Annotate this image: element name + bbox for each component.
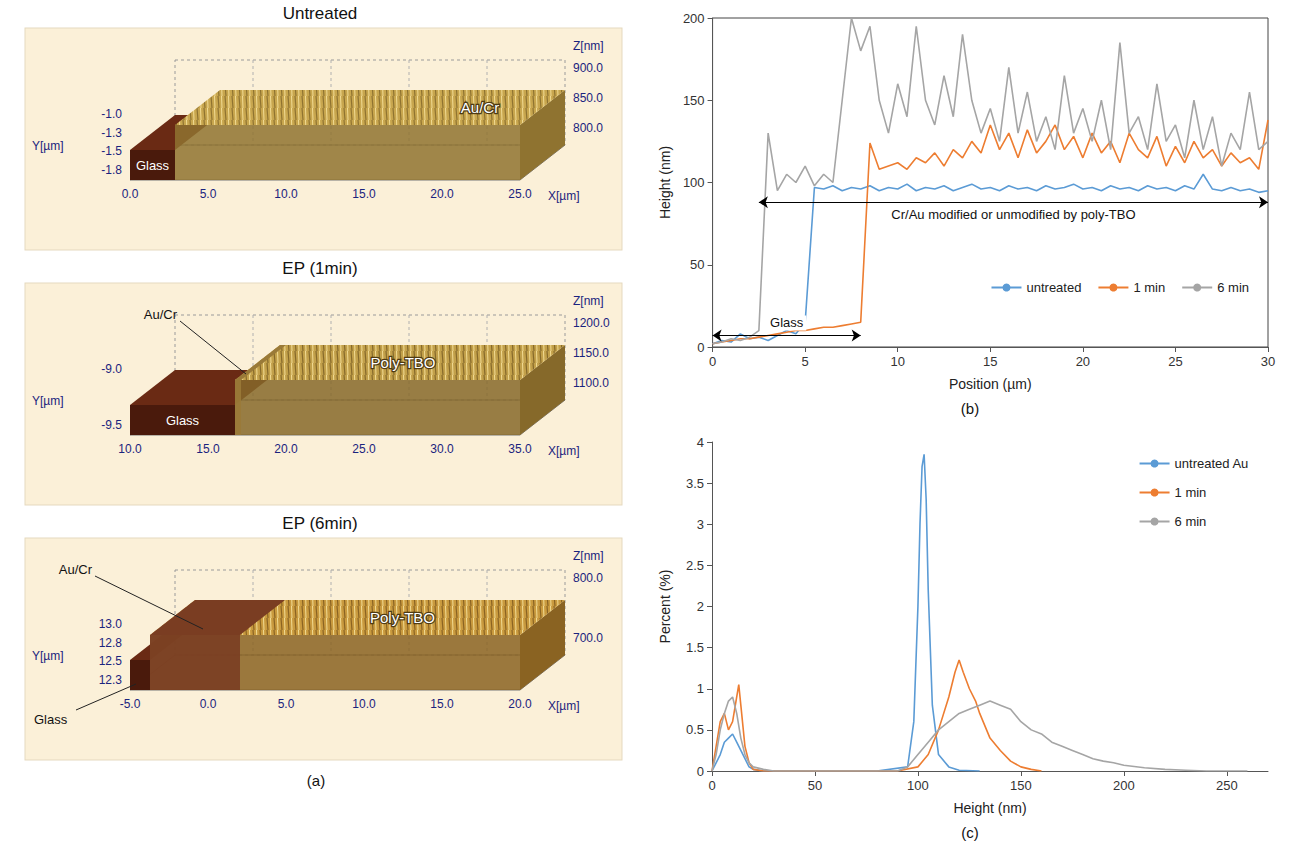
svg-text:800.0: 800.0 [573,571,603,585]
svg-text:10.0: 10.0 [118,442,142,456]
svg-text:EP (6min): EP (6min) [282,514,357,533]
svg-text:Height (nm): Height (nm) [953,800,1026,816]
html-text:(a): (a) [306,772,326,789]
svg-text:20: 20 [1076,354,1090,369]
svg-text:30: 30 [1261,354,1275,369]
svg-text:100: 100 [907,778,929,793]
svg-text:-9.5: -9.5 [101,418,122,432]
svg-text:13.0: 13.0 [99,617,123,631]
svg-text:Z[nm]: Z[nm] [573,39,604,53]
svg-text:25.0: 25.0 [352,442,376,456]
svg-text:1.5: 1.5 [686,640,704,655]
svg-text:15.0: 15.0 [430,697,454,711]
svg-text:5.0: 5.0 [278,697,295,711]
svg-text:Glass: Glass [136,158,170,173]
svg-text:1100.0: 1100.0 [573,376,609,390]
svg-text:900.0: 900.0 [573,61,603,75]
svg-text:150: 150 [1010,778,1032,793]
svg-text:35.0: 35.0 [508,442,532,456]
svg-text:10.0: 10.0 [274,187,298,201]
svg-text:5.0: 5.0 [200,187,217,201]
svg-text:untreated: untreated [1026,280,1081,295]
svg-text:0: 0 [709,354,716,369]
svg-text:25: 25 [1168,354,1182,369]
svg-text:-1.5: -1.5 [101,144,122,158]
svg-text:20.0: 20.0 [430,187,454,201]
html-text:(b): (b) [960,400,980,417]
svg-text:-1.0: -1.0 [101,107,122,121]
svg-text:2: 2 [697,599,704,614]
svg-text:10.0: 10.0 [352,697,376,711]
svg-text:1150.0: 1150.0 [573,346,609,360]
svg-text:Au/Cr: Au/Cr [59,562,93,577]
svg-text:850.0: 850.0 [573,91,603,105]
svg-text:15.0: 15.0 [196,442,220,456]
svg-text:Au/Cr: Au/Cr [461,99,499,116]
html-text:(c): (c) [961,824,979,841]
svg-text:800.0: 800.0 [573,121,603,135]
svg-text:6 min: 6 min [1217,280,1249,295]
svg-text:Glass: Glass [166,413,200,428]
svg-text:1200.0: 1200.0 [573,316,610,330]
svg-text:1: 1 [697,681,704,696]
svg-text:25.0: 25.0 [508,187,532,201]
svg-text:12.8: 12.8 [99,636,123,650]
svg-text:Poly-TBO: Poly-TBO [370,609,435,626]
svg-text:150: 150 [683,93,705,108]
svg-text:12.3: 12.3 [99,673,123,687]
svg-text:3.5: 3.5 [686,476,704,491]
svg-text:10: 10 [890,354,904,369]
svg-text:X[µm]: X[µm] [548,444,580,458]
svg-text:0: 0 [708,778,715,793]
svg-text:1 min: 1 min [1175,485,1207,500]
svg-text:Y[µm]: Y[µm] [32,139,64,153]
svg-text:Glass: Glass [770,315,804,330]
svg-text:Z[nm]: Z[nm] [573,294,604,308]
svg-text:Y[µm]: Y[µm] [32,649,64,663]
svg-text:Y[µm]: Y[µm] [32,394,64,408]
svg-text:EP (1min): EP (1min) [282,259,357,278]
svg-text:Au/Cr: Au/Cr [144,307,178,322]
svg-text:30.0: 30.0 [430,442,454,456]
svg-text:Poly-TBO: Poly-TBO [370,354,435,371]
svg-text:1 min: 1 min [1133,280,1165,295]
svg-text:200: 200 [683,11,705,26]
svg-text:4: 4 [697,435,704,450]
svg-text:-5.0: -5.0 [120,697,141,711]
svg-text:X[µm]: X[µm] [548,189,580,203]
svg-text:100: 100 [683,175,705,190]
svg-text:Position (µm): Position (µm) [949,376,1032,392]
svg-text:50: 50 [690,257,704,272]
svg-text:untreated Au: untreated Au [1175,456,1249,471]
svg-text:5: 5 [802,354,809,369]
svg-text:20.0: 20.0 [274,442,298,456]
svg-text:Z[nm]: Z[nm] [573,549,604,563]
svg-text:0: 0 [697,764,704,779]
svg-text:Glass: Glass [34,712,68,727]
svg-text:50: 50 [808,778,822,793]
svg-text:-9.0: -9.0 [101,362,122,376]
svg-text:Untreated: Untreated [283,4,358,23]
svg-text:3: 3 [697,517,704,532]
svg-text:0.0: 0.0 [200,697,217,711]
svg-text:250: 250 [1216,778,1238,793]
svg-text:6 min: 6 min [1175,514,1207,529]
svg-text:2.5: 2.5 [686,558,704,573]
svg-text:15: 15 [983,354,997,369]
svg-text:X[µm]: X[µm] [548,699,580,713]
svg-text:0.0: 0.0 [122,187,139,201]
svg-text:0: 0 [697,340,704,355]
svg-text:-1.3: -1.3 [101,126,122,140]
svg-text:Height (nm): Height (nm) [657,146,673,219]
svg-text:-1.8: -1.8 [101,163,122,177]
svg-text:200: 200 [1113,778,1135,793]
svg-text:0.5: 0.5 [686,722,704,737]
svg-text:Cr/Au modified or unmodified b: Cr/Au modified or unmodified by poly-TBO [891,207,1135,222]
svg-text:Percent (%): Percent (%) [657,570,673,644]
svg-text:15.0: 15.0 [352,187,376,201]
svg-text:12.5: 12.5 [99,654,123,668]
svg-text:700.0: 700.0 [573,631,603,645]
svg-text:20.0: 20.0 [508,697,532,711]
